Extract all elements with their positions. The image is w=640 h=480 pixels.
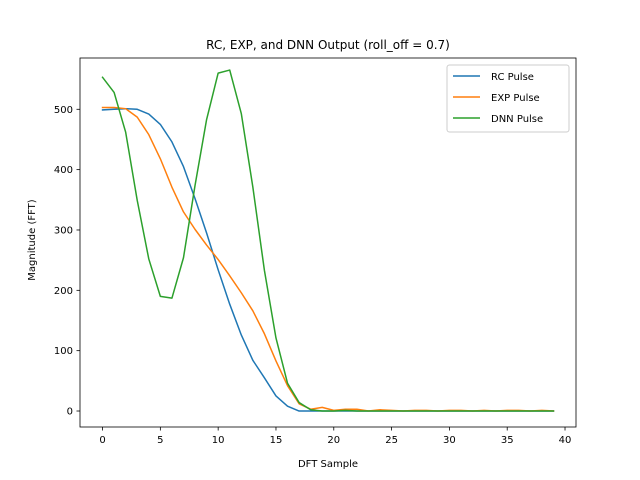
legend-box (446, 64, 570, 133)
y-tick-label: 400 (54, 165, 73, 176)
x-tick-label: 25 (385, 435, 398, 446)
x-tick-label: 40 (559, 435, 572, 446)
x-tick-label: 5 (157, 435, 163, 446)
axes-frame (79, 57, 577, 428)
x-tick-label: 20 (327, 435, 340, 446)
legend: RC Pulse EXP Pulse DNN Pulse (446, 64, 570, 133)
y-tick-label: 100 (54, 346, 73, 357)
x-axis-label: DFT Sample (298, 459, 358, 470)
legend-label: EXP Pulse (491, 93, 540, 104)
x-tick-label: 0 (99, 435, 105, 446)
y-tick-label: 0 (67, 407, 73, 418)
y-tick-label: 300 (54, 225, 73, 236)
legend-label: DNN Pulse (491, 114, 543, 125)
x-tick-label: 30 (443, 435, 456, 446)
chart-title: RC, EXP, and DNN Output (roll_off = 0.7) (206, 38, 450, 52)
series-line-3 (101, 69, 555, 412)
x-tick-label: 15 (270, 435, 283, 446)
legend-label: RC Pulse (491, 72, 534, 83)
y-axis-label: Magnitude (FFT) (27, 199, 38, 280)
x-tick-label: 35 (501, 435, 514, 446)
x-tick-label: 10 (212, 435, 225, 446)
y-tick-label: 500 (54, 105, 73, 116)
y-tick-label: 200 (54, 286, 73, 297)
